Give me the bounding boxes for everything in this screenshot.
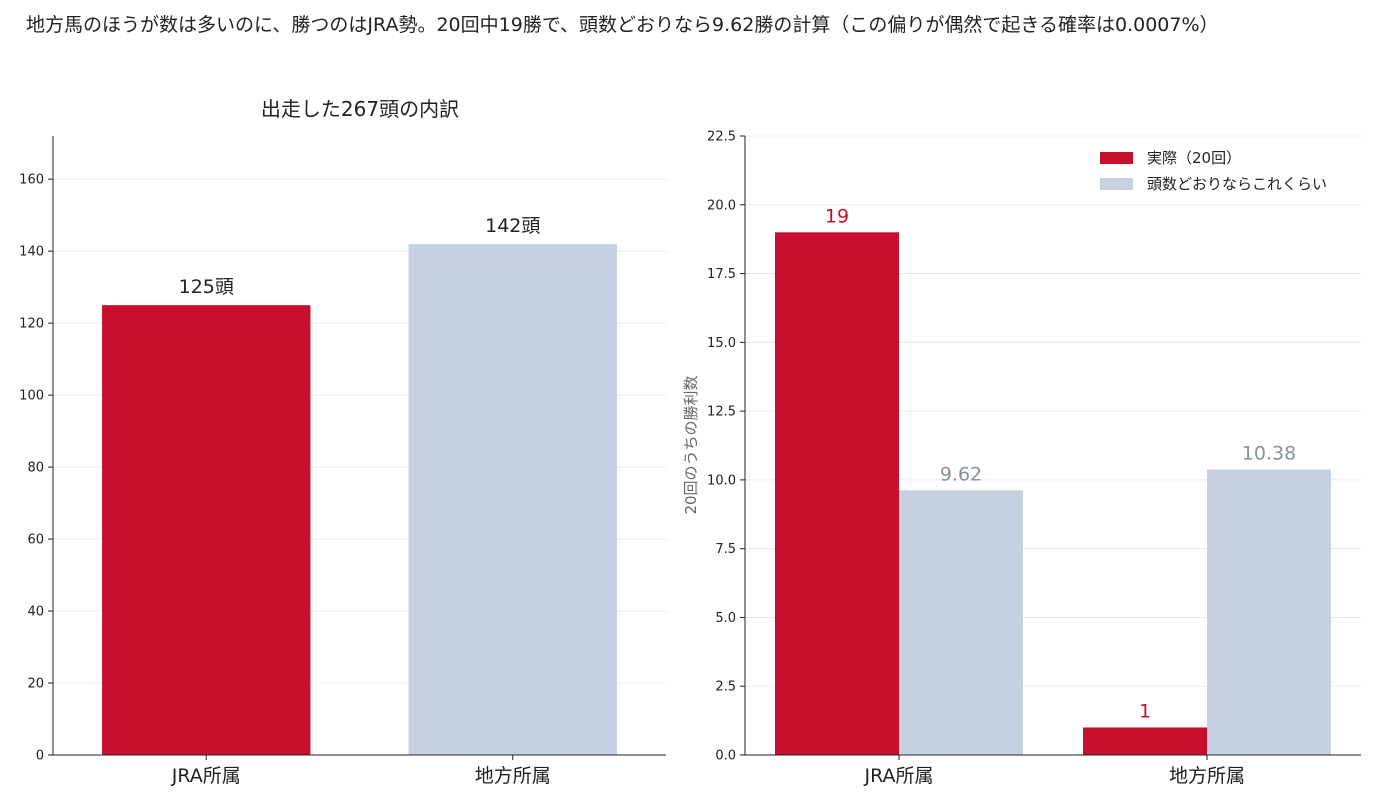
left-ytick-label: 20 — [27, 677, 44, 692]
left-ytick-label: 40 — [27, 605, 44, 620]
left-xtick-label: 地方所属 — [475, 765, 551, 787]
left-bar — [102, 305, 311, 755]
right-bar — [1083, 727, 1207, 755]
right-ytick-label: 2.5 — [715, 680, 736, 695]
left-chart-title: 出走した267頭の内訳 — [261, 97, 459, 121]
right-ytick-label: 5.0 — [715, 611, 736, 626]
right-bar-value-label: 10.38 — [1242, 442, 1296, 464]
left-ytick-label: 80 — [27, 461, 44, 476]
right-ytick-label: 12.5 — [707, 405, 736, 420]
right-ytick-label: 17.5 — [707, 267, 736, 282]
legend-swatch — [1100, 152, 1133, 164]
left-ytick-label: 120 — [19, 317, 44, 332]
left-ytick-label: 60 — [27, 533, 44, 548]
right-bar — [899, 490, 1023, 755]
legend-label: 実際（20回） — [1147, 149, 1241, 167]
right-bar — [1207, 469, 1331, 755]
right-ytick-label: 20.0 — [707, 198, 736, 213]
right-bar-value-label: 9.62 — [940, 463, 982, 485]
left-bar-value-label: 125頭 — [179, 276, 234, 298]
left-bar — [408, 243, 617, 755]
right-ytick-label: 15.0 — [707, 336, 736, 351]
right-ytick-label: 10.0 — [707, 473, 736, 488]
right-y-axis-label: 20回のうちの勝利数 — [682, 375, 700, 514]
left-ytick-label: 0 — [36, 749, 44, 764]
right-bar — [775, 232, 899, 756]
right-xtick-label: JRA所属 — [863, 765, 933, 787]
left-bar-value-label: 142頭 — [485, 215, 540, 237]
left-ytick-label: 160 — [19, 173, 44, 188]
left-ytick-label: 100 — [19, 389, 44, 404]
right-bar-value-label: 19 — [825, 205, 849, 227]
right-ytick-label: 22.5 — [707, 130, 736, 145]
right-xtick-label: 地方所属 — [1169, 765, 1245, 787]
right-ytick-label: 0.0 — [715, 749, 736, 764]
legend-label: 頭数どおりならこれくらい — [1147, 175, 1327, 193]
figure-title: 地方馬のほうが数は多いのに、勝つのはJRA勢。20回中19勝で、頭数どおりなら9… — [26, 14, 1219, 36]
legend-swatch — [1100, 178, 1133, 190]
left-xtick-label: JRA所属 — [171, 765, 241, 787]
right-bar-value-label: 1 — [1139, 700, 1151, 722]
right-ytick-label: 7.5 — [715, 542, 736, 557]
left-ytick-label: 140 — [19, 245, 44, 260]
